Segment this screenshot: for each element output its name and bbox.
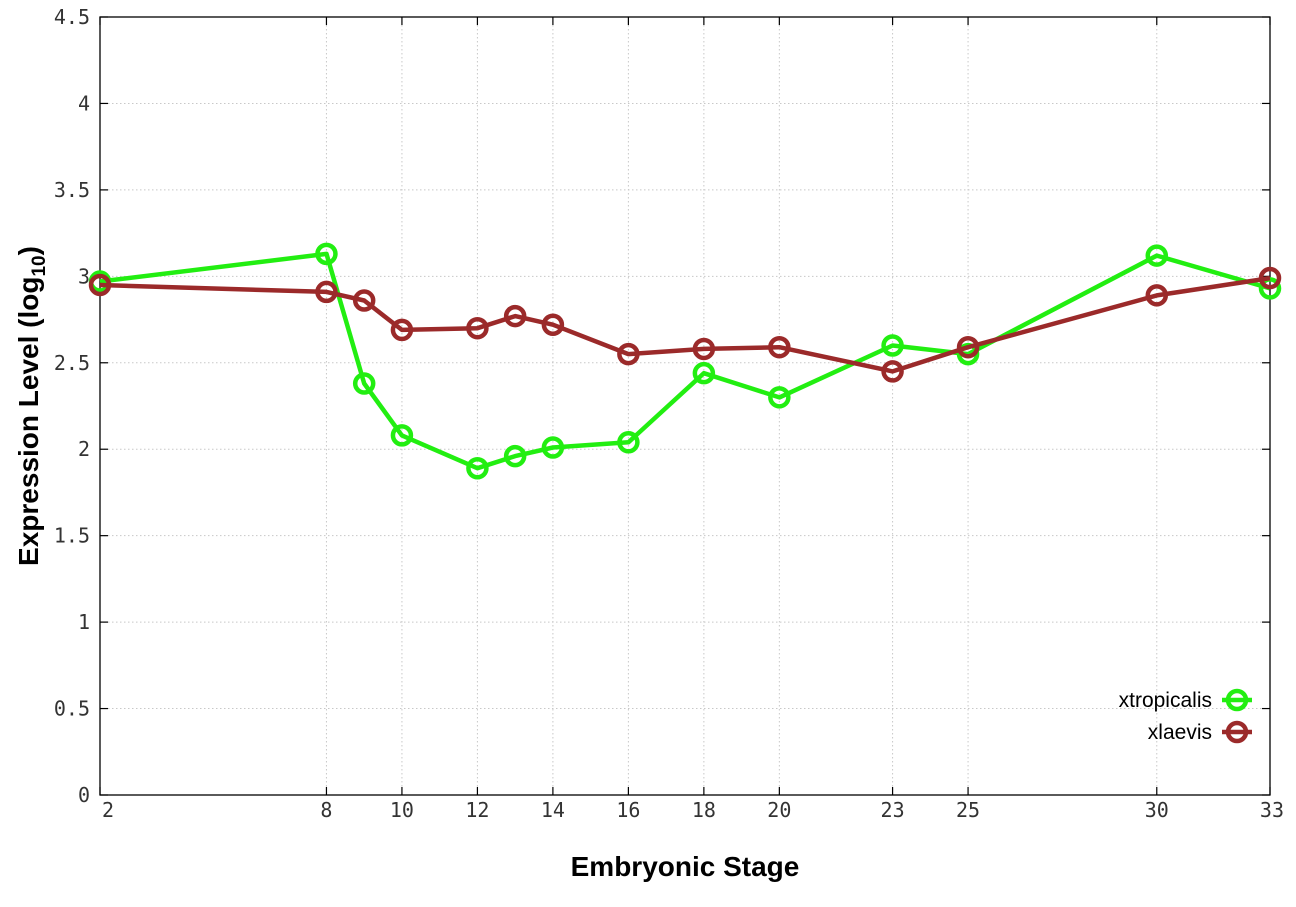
data-point (352, 289, 376, 312)
x-tick-label: 10 (390, 798, 414, 822)
data-point (503, 444, 527, 468)
series-layer (88, 242, 1282, 480)
x-tick-label: 23 (881, 798, 905, 822)
y-axis-title: Expression Level (log10) (13, 246, 50, 566)
legend-swatch-marker (1225, 688, 1249, 712)
plot-frame (99, 16, 1271, 796)
data-point (315, 280, 338, 304)
data-point (466, 316, 489, 340)
series-xtropicalis (88, 242, 1282, 480)
series-xlaevis (88, 266, 1282, 383)
data-point (881, 360, 904, 383)
y-axis-title-close: ) (13, 246, 44, 255)
x-tick-label: 33 (1260, 798, 1284, 822)
data-point (956, 335, 980, 359)
legend-item: xtropicalis (1119, 688, 1252, 712)
x-tick-label: 25 (956, 798, 980, 822)
y-tick-label: 4 (78, 91, 90, 115)
y-tick-label: 4.5 (54, 5, 90, 29)
data-point (1258, 266, 1282, 290)
y-tick-label: 3 (78, 264, 90, 288)
y-tick-label: 1 (78, 610, 90, 634)
x-tick-label: 8 (320, 798, 332, 822)
x-tick-label: 16 (616, 798, 640, 822)
y-tick-label: 0 (78, 783, 90, 807)
y-tick-label: 0.5 (54, 697, 90, 721)
y-tick-label: 2 (78, 437, 90, 461)
x-tick-label: 2 (102, 798, 114, 822)
data-point (466, 456, 489, 480)
data-point (315, 242, 338, 266)
legend-label: xtropicalis (1119, 689, 1212, 712)
data-point (541, 313, 565, 336)
data-point (768, 335, 791, 359)
legend-label: xlaevis (1148, 721, 1212, 744)
data-point (88, 273, 112, 297)
x-tick-label: 12 (465, 798, 489, 822)
data-point (617, 342, 640, 366)
y-tick-label: 1.5 (54, 524, 90, 548)
data-point (1145, 284, 1169, 307)
y-axis-title-main: Expression Level (log (13, 277, 44, 566)
y-tick-label: 2.5 (54, 351, 90, 375)
x-tick-label: 14 (541, 798, 565, 822)
series-line (99, 251, 1271, 471)
y-tick-label: 3.5 (54, 178, 90, 202)
x-axis-title: Embryonic Stage (571, 851, 800, 882)
legend-swatch-marker (1225, 720, 1249, 744)
data-point (503, 304, 527, 328)
data-point (617, 431, 640, 454)
x-tick-label: 30 (1145, 798, 1169, 822)
data-point (768, 386, 791, 409)
legend: xtropicalis xlaevis (1119, 688, 1252, 744)
grid-layer (100, 17, 1270, 795)
data-point (881, 334, 904, 357)
x-tick-label: 18 (692, 798, 716, 822)
ticks-layer: 0 0.5 1 1.5 2 2.5 3 3.5 4 4.5 2 8 10 12 14 16 18 20 23 25 30… (54, 5, 1284, 822)
legend-item: xlaevis (1148, 720, 1252, 744)
data-point (390, 424, 414, 447)
y-axis-title-subscript: 10 (29, 255, 50, 276)
x-tick-label: 20 (767, 798, 791, 822)
data-point (541, 436, 565, 459)
data-point (390, 318, 414, 342)
data-point (692, 361, 716, 385)
data-point (352, 372, 376, 395)
data-point (692, 337, 716, 361)
series-line (99, 275, 1271, 374)
data-point (1145, 244, 1169, 267)
